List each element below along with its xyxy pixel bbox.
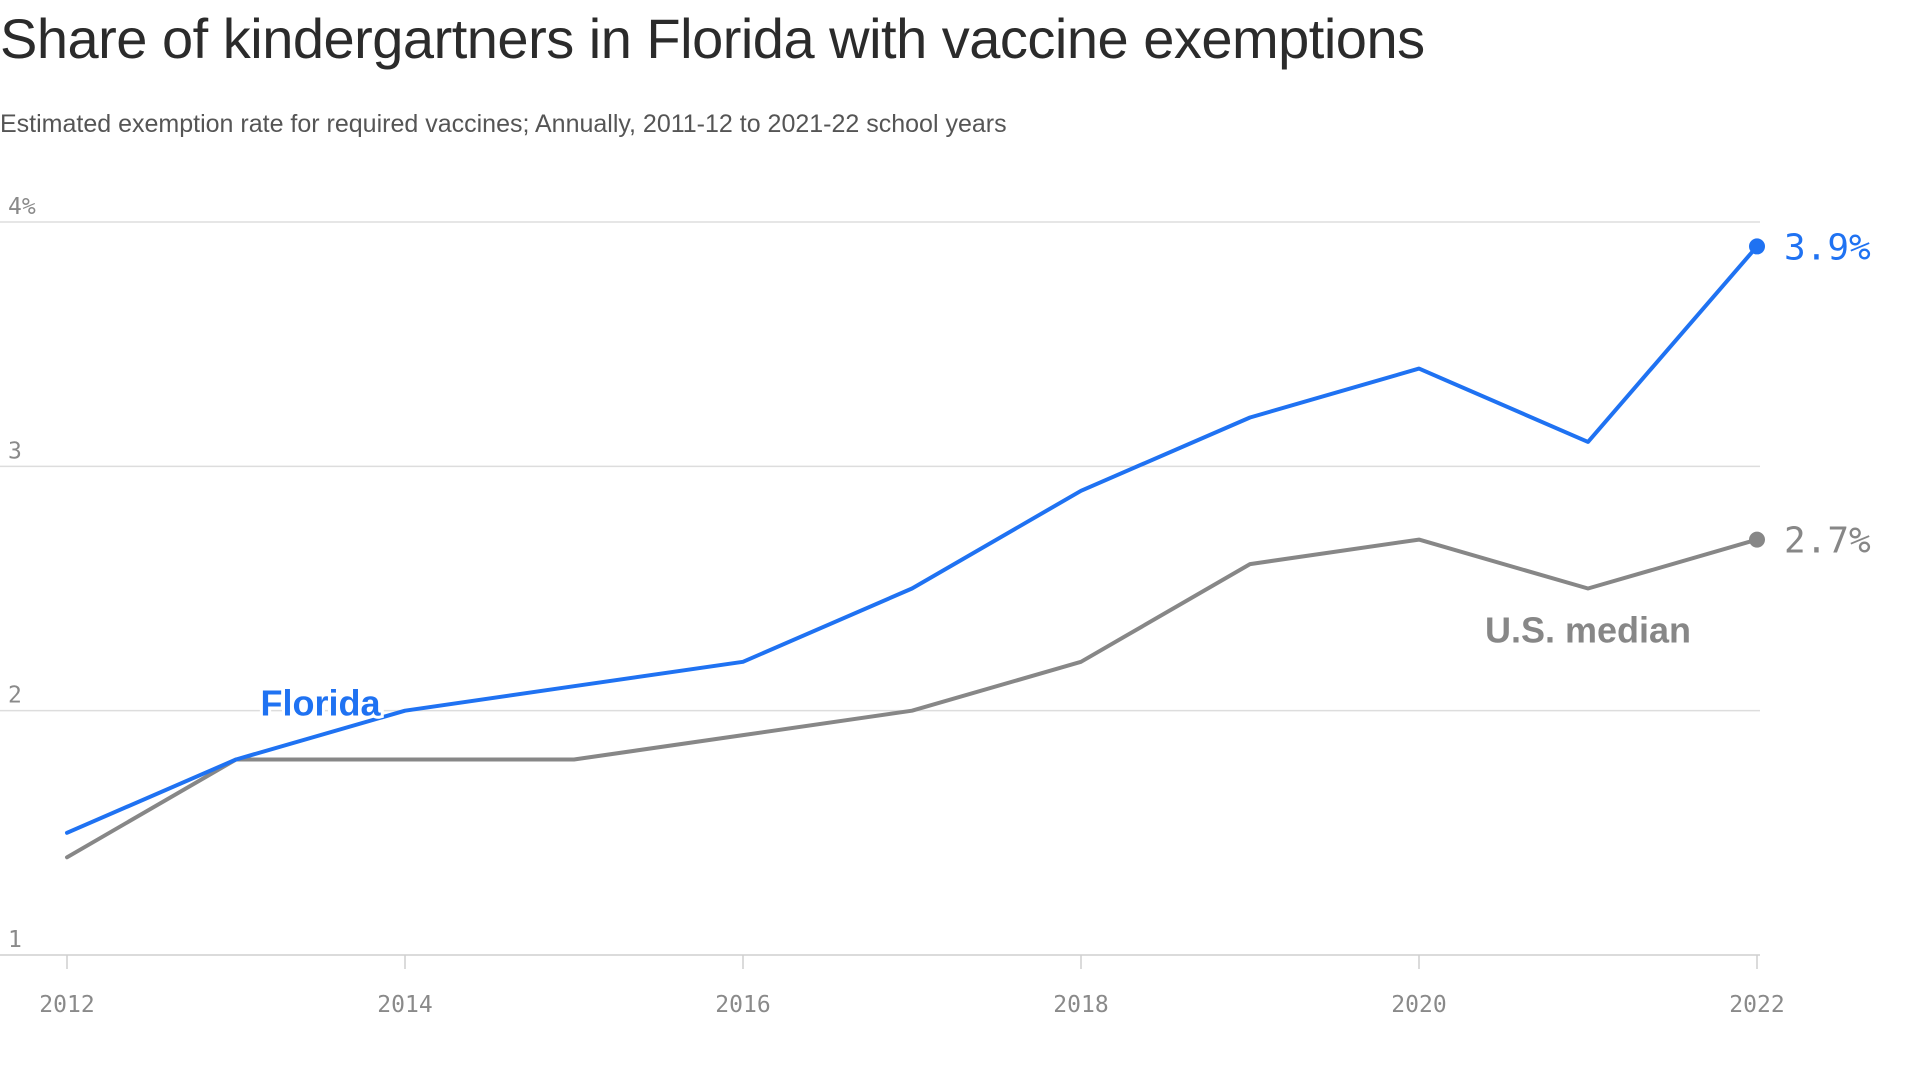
- chart-title: Share of kindergartners in Florida with …: [0, 7, 1425, 70]
- x-tick-label: 2022: [1729, 992, 1784, 1018]
- end-point: [1749, 531, 1765, 548]
- y-tick-label: 3: [8, 438, 22, 464]
- x-tick-label: 2016: [715, 992, 770, 1018]
- gridlines: [0, 221, 1760, 956]
- y-axis-ticks: 1 2 3 4%: [8, 194, 36, 953]
- series-labels: 2.7% 3.9% Florida U.S. median: [257, 227, 1871, 726]
- series-line: [65, 244, 1759, 835]
- x-tick-label: 2014: [377, 992, 432, 1018]
- y-tick-label: 1: [8, 927, 22, 953]
- series-name-label: U.S. median: [1485, 609, 1691, 650]
- series-line: [65, 537, 1759, 860]
- x-axis-ticks: 2012 2014 2016 2018 2020 2022: [39, 955, 1785, 1018]
- y-tick-label: 2: [8, 683, 22, 709]
- end-value-label: 2.7%: [1784, 521, 1871, 562]
- chart-subtitle: Estimated exemption rate for required va…: [0, 110, 1007, 138]
- series-lines: [65, 238, 1765, 860]
- series-name-label: Florida: [260, 683, 381, 724]
- x-tick-label: 2012: [39, 992, 94, 1018]
- end-value-label: 3.9%: [1784, 227, 1871, 268]
- y-tick-label: 4%: [8, 194, 36, 220]
- x-tick-label: 2018: [1053, 992, 1108, 1018]
- x-tick-label: 2020: [1391, 992, 1446, 1018]
- end-point: [1749, 238, 1765, 255]
